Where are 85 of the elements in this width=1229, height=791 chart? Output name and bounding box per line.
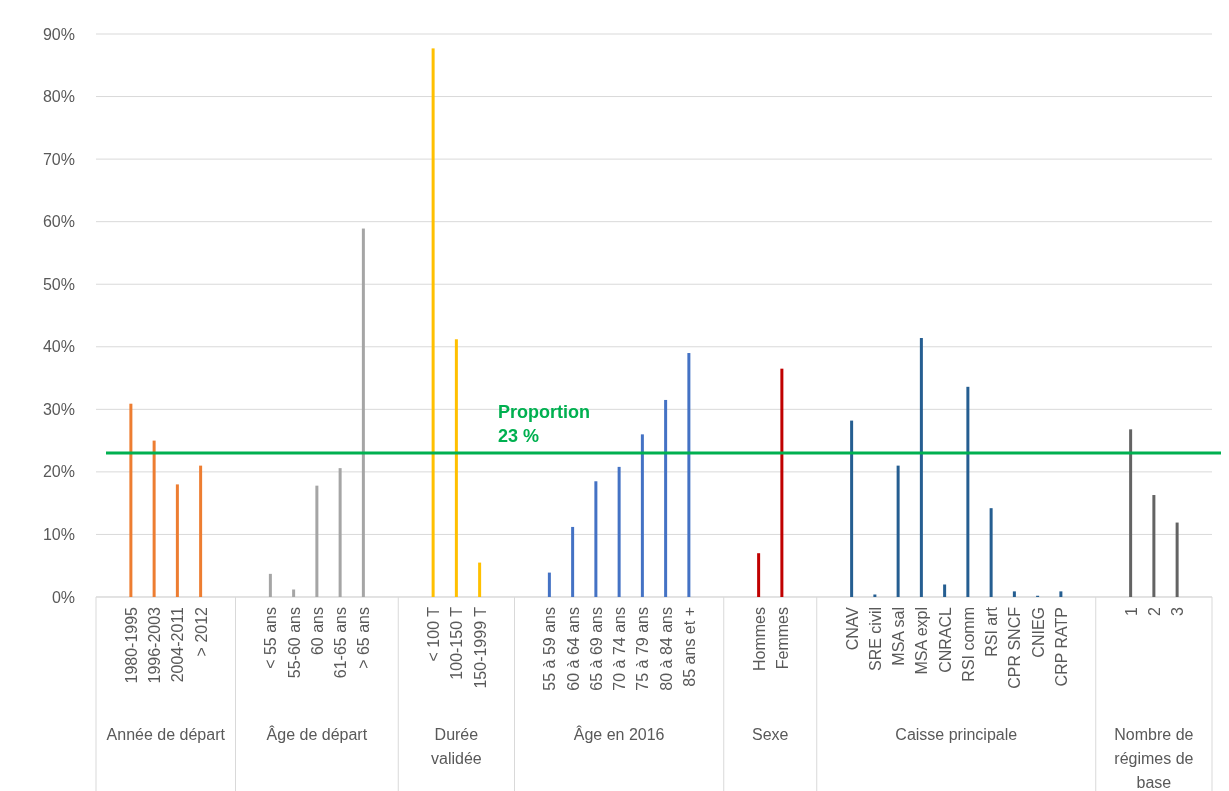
text: Sexe xyxy=(752,726,789,743)
x-tick-label: SRE civil xyxy=(866,607,884,672)
bar xyxy=(757,553,761,597)
x-tick-label: 55-60 ans xyxy=(285,607,303,679)
y-tick-label: 90% xyxy=(42,25,75,43)
text: Nombre de régimes de base xyxy=(1114,726,1194,791)
x-tick-label: 75 à 79 ans xyxy=(634,607,652,691)
x-tick-label: 60 à 64 ans xyxy=(564,607,582,691)
x-tick-label: 85 ans et + xyxy=(680,607,698,687)
x-tick-label: 1 xyxy=(1122,606,1140,616)
bar xyxy=(617,466,621,597)
x-tick-label: MSA sal xyxy=(890,607,908,666)
x-tick-label: 2004-2011 xyxy=(169,606,187,683)
bar xyxy=(268,573,272,597)
x-tick-label: 70 à 74 ans xyxy=(611,607,629,691)
x-tick-label: Hommes xyxy=(750,607,768,672)
y-tick-label: 0% xyxy=(51,588,75,606)
bar xyxy=(1012,591,1016,597)
x-tick-label: RSI comm xyxy=(959,607,977,682)
x-tick-label: < 55 ans xyxy=(262,607,280,669)
bar xyxy=(152,440,156,597)
x-tick-label: 65 à 69 ans xyxy=(587,607,605,691)
x-tick-label: 1980-1995 xyxy=(122,606,140,684)
x-tick-label: CNRACL xyxy=(936,606,954,673)
bar xyxy=(1175,522,1179,597)
bar xyxy=(687,353,691,597)
bar xyxy=(850,420,854,597)
bar xyxy=(873,594,877,597)
bar xyxy=(571,526,575,597)
x-tick-label: Femmes xyxy=(773,607,791,670)
bar xyxy=(547,572,551,597)
y-tick-label: 10% xyxy=(42,526,75,544)
x-tick-label: 1996-2003 xyxy=(146,606,164,684)
y-tick-label: 50% xyxy=(42,275,75,293)
x-tick-label: 60 ans xyxy=(308,607,326,656)
bar xyxy=(431,48,435,597)
ref-line-label: Proportion 23 % xyxy=(498,402,590,447)
text: Année de départ xyxy=(106,726,226,743)
bar xyxy=(966,386,970,597)
bar xyxy=(129,403,133,597)
bar xyxy=(919,338,923,597)
y-tick-label: 20% xyxy=(42,463,75,481)
bar xyxy=(199,465,203,597)
bar xyxy=(640,434,644,597)
x-tick-label: CPR SNCF xyxy=(1006,606,1024,689)
bar xyxy=(315,485,319,597)
x-tick-label: CRP RATP xyxy=(1052,607,1070,687)
text: Caisse principale xyxy=(895,726,1018,743)
bar xyxy=(989,508,993,597)
x-tick-label: 3 xyxy=(1169,606,1187,616)
x-tick-label: 150-1999 T xyxy=(471,606,489,689)
bar xyxy=(454,339,458,597)
x-tick-label: CNIEG xyxy=(1029,607,1047,658)
bar xyxy=(1129,429,1133,597)
bar xyxy=(292,589,296,597)
bar xyxy=(594,481,598,597)
text: Âge de départ xyxy=(266,725,368,743)
y-tick-label: 40% xyxy=(42,338,75,356)
bar xyxy=(896,465,900,597)
text: Âge en 2016 xyxy=(573,725,665,743)
y-tick-label: 80% xyxy=(42,88,75,106)
x-tick-label: 100-150 T xyxy=(448,606,466,680)
x-tick-label: RSI art xyxy=(983,606,1001,657)
bar xyxy=(175,484,179,597)
x-tick-label: 2 xyxy=(1145,606,1163,616)
x-tick-label: CNAV xyxy=(843,606,861,651)
x-tick-label: > 65 ans xyxy=(355,607,373,669)
bar xyxy=(1152,495,1156,597)
bar xyxy=(361,228,365,597)
x-tick-label: 55 à 59 ans xyxy=(541,607,559,691)
bar xyxy=(478,562,482,597)
y-tick-label: 70% xyxy=(42,150,75,168)
text: Durée validée xyxy=(431,726,482,767)
y-tick-label: 60% xyxy=(42,213,75,231)
bar xyxy=(338,468,342,597)
bar xyxy=(1059,591,1063,597)
x-tick-label: > 2012 xyxy=(192,606,210,657)
y-tick-label: 30% xyxy=(42,400,75,418)
x-tick-label: < 100 T xyxy=(425,606,443,662)
bar xyxy=(943,584,947,597)
x-tick-label: 61-65 ans xyxy=(332,607,350,679)
x-tick-label: 80 à 84 ans xyxy=(657,607,675,691)
bar xyxy=(780,368,784,597)
x-tick-label: MSA expl xyxy=(913,607,931,675)
bar xyxy=(664,399,668,597)
